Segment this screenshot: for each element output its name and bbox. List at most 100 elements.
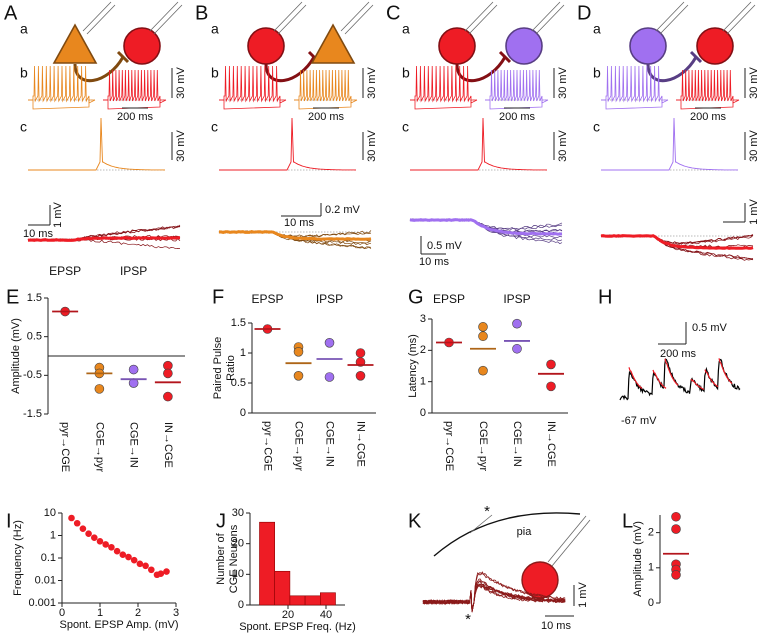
scale-label: 200 ms <box>660 348 697 360</box>
synapse <box>116 50 130 64</box>
x-tick-label: 3 <box>173 607 179 619</box>
x-tick-label: 0 <box>59 607 65 619</box>
data-point <box>85 530 92 538</box>
scale-label: 10 ms <box>419 256 449 268</box>
average-trace <box>27 236 180 242</box>
panel-letter: A <box>4 2 18 24</box>
y-axis-label: Paired Pulse <box>212 337 224 399</box>
row-label: b <box>402 65 410 81</box>
row-label: c <box>402 119 409 135</box>
axon <box>646 56 698 83</box>
y-tick-label: 1 <box>648 562 654 574</box>
annotation: IPSP <box>503 292 530 306</box>
average-trace <box>600 234 754 250</box>
category-label: CGE→IN <box>128 422 140 468</box>
data-point <box>130 556 138 564</box>
y-axis-label: Latency (ms) <box>407 334 419 398</box>
data-point <box>671 524 681 534</box>
data-point <box>478 322 488 332</box>
pipette <box>722 1 752 32</box>
scale-label: 10 ms <box>23 228 53 240</box>
data-point <box>546 359 556 370</box>
row-label: b <box>211 65 219 81</box>
category-label: CGE→pyr <box>93 422 105 472</box>
neuron <box>54 25 96 63</box>
row-label: b <box>20 65 28 81</box>
category-label: pyr→CGE <box>443 421 455 471</box>
voltage-trace <box>410 99 477 110</box>
neuron <box>248 28 284 64</box>
annotation: EPSP <box>251 292 283 306</box>
panel-letter: C <box>386 2 400 24</box>
stim-electrode <box>469 514 493 534</box>
trial-trace <box>410 218 563 242</box>
data-point <box>671 511 681 522</box>
neuron-outline <box>438 27 476 65</box>
axon <box>455 56 507 83</box>
y-tick-label: 0.5 <box>27 331 42 343</box>
y-tick-label: 2 <box>420 344 426 356</box>
voltage-trace <box>676 69 740 104</box>
y-tick-label: 0 <box>240 407 246 419</box>
row-label: c <box>211 119 218 135</box>
x-tick-label: 1 <box>97 607 103 619</box>
annotation: IPSP <box>120 264 147 278</box>
data-point <box>68 514 75 522</box>
y-axis-label: Frequency (Hz) <box>12 520 24 596</box>
y-tick-label: 10 <box>232 568 244 580</box>
bar <box>289 595 306 606</box>
scale-label: 30 mV <box>748 66 760 98</box>
scale-label: 0.5 mV <box>427 240 463 252</box>
fit-line <box>652 369 667 389</box>
y-tick-label: -0.5 <box>23 369 42 381</box>
neuron-outline <box>123 27 161 65</box>
stim-mark: * <box>484 503 490 520</box>
y-axis-label: Amplitude (mV) <box>632 521 644 597</box>
voltage-trace <box>410 65 478 104</box>
data-point <box>148 566 155 574</box>
row-label: a <box>20 21 28 37</box>
panel-letter: K <box>408 510 422 532</box>
annotation: EPSP <box>433 292 465 306</box>
y-tick-label: 1.5 <box>27 292 42 304</box>
voltage-trace <box>219 117 357 171</box>
scale-label: 30 mV <box>175 129 187 161</box>
neuron <box>312 25 354 63</box>
y-tick-label: 2 <box>648 527 654 539</box>
y-tick-label: 1 <box>50 529 56 541</box>
voltage-trace <box>219 65 287 104</box>
row-label: b <box>593 65 601 81</box>
scale-label: 200 ms <box>499 111 536 123</box>
pipette <box>153 4 183 35</box>
x-tick-label: 2 <box>135 607 141 619</box>
x-axis-label: Spont. EPSP Freq. (Hz) <box>239 621 356 633</box>
y-tick-label: 0 <box>420 407 426 419</box>
voltage-trace <box>28 99 95 110</box>
x-tick-label: 40 <box>320 609 332 621</box>
scale-label: 10 ms <box>541 620 571 632</box>
voltage-trace <box>601 117 739 171</box>
y-tick-label: 10 <box>44 507 56 519</box>
y-tick-label: 0.1 <box>41 552 56 564</box>
data-point <box>163 568 170 575</box>
pipette <box>655 1 685 32</box>
pipette <box>277 4 307 35</box>
bar <box>304 595 321 606</box>
trial-trace <box>422 573 566 613</box>
neuron <box>439 28 475 64</box>
scale-label: 30 mV <box>557 129 569 161</box>
axon <box>73 56 125 83</box>
panel-letter: L <box>622 510 633 532</box>
data-point <box>163 368 173 379</box>
voltage-trace <box>28 65 96 104</box>
voltage-trace <box>103 69 167 104</box>
scale-label: 0.2 mV <box>325 204 361 216</box>
data-point <box>324 337 335 348</box>
voltage-trace <box>601 65 669 104</box>
pipette <box>344 4 374 35</box>
pipette <box>551 519 591 567</box>
data-point <box>512 343 522 354</box>
y-axis-label: Ratio <box>225 355 237 381</box>
neuron-outline <box>696 27 734 65</box>
